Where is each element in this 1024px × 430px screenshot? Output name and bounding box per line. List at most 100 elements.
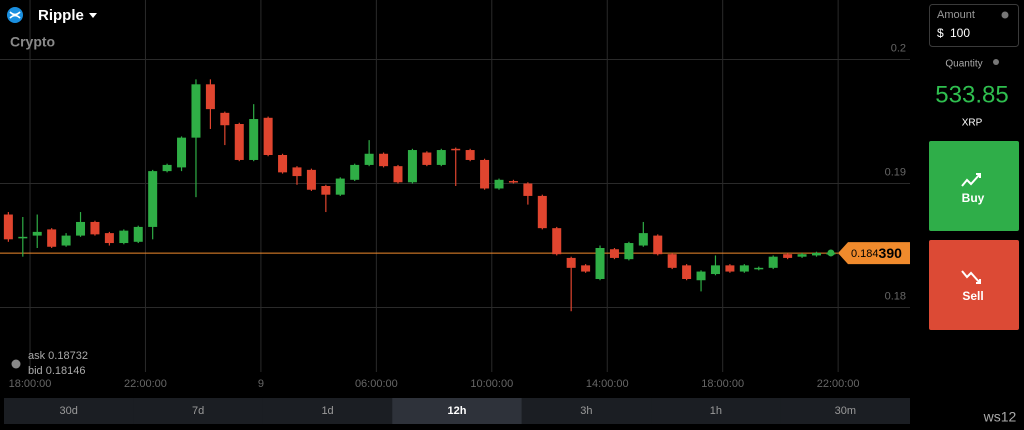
candle-body [638, 233, 648, 246]
candle-body [710, 265, 720, 275]
candle-body [191, 84, 201, 138]
timeframe-button[interactable] [521, 398, 652, 424]
candle-body [119, 230, 129, 244]
x-tick-label: 10:00:00 [470, 378, 513, 390]
y-tick-label: 0.19 [885, 166, 906, 178]
candle-body [278, 155, 288, 173]
candle-body [379, 153, 389, 167]
x-tick-label: 22:00:00 [124, 378, 167, 390]
sell-icon [961, 270, 981, 284]
candle-body [508, 181, 518, 183]
candle-body [393, 166, 403, 183]
candle-body [162, 164, 172, 172]
candle-body [133, 226, 143, 242]
quantity-unit: XRP [962, 118, 983, 129]
quantity-label: Quantity [945, 59, 982, 70]
candle-body [3, 214, 13, 240]
candle-body [595, 248, 605, 279]
candle-body [177, 137, 187, 168]
buy-label: Buy [962, 191, 985, 205]
candle-body [18, 236, 28, 239]
timeframe-button[interactable] [780, 398, 910, 424]
candle-body [523, 183, 533, 196]
candle-body [61, 235, 71, 246]
timeframe-button[interactable] [392, 398, 522, 424]
timeframe-label[interactable]: 7d [192, 405, 204, 417]
sell-label: Sell [962, 289, 983, 303]
quantity-value: 533.85 [935, 81, 1008, 108]
timeframe-button[interactable] [262, 398, 393, 424]
candle-body [739, 265, 749, 272]
x-tick-label: 18:00:00 [9, 378, 52, 390]
footer-tag: ws12 [983, 409, 1017, 425]
timeframe-label[interactable]: 1h [710, 405, 722, 417]
candle-body [667, 254, 677, 268]
candle-body [480, 159, 490, 189]
candle-body [234, 124, 244, 160]
timeframe-button[interactable] [4, 398, 134, 424]
amount-box[interactable] [929, 4, 1019, 47]
asset-dropdown[interactable] [89, 13, 97, 18]
candle-body [436, 150, 446, 165]
candle-body [624, 243, 634, 260]
candle-body [335, 178, 345, 195]
timeframe-label[interactable]: 1d [321, 405, 333, 417]
candle-body [566, 257, 576, 268]
y-tick-label: 0.18 [885, 290, 906, 302]
candle-body [148, 171, 158, 227]
amount-value[interactable]: 100 [950, 26, 970, 40]
timeframe-label[interactable]: 30m [835, 405, 856, 417]
help-icon[interactable] [1001, 11, 1009, 19]
buy-icon [961, 173, 981, 187]
asset-category: Crypto [10, 34, 55, 50]
candle-body [797, 254, 807, 257]
ripple-logo-mark [9, 11, 21, 19]
candle-body [306, 169, 316, 190]
info-icon[interactable] [11, 359, 21, 369]
candle-body [811, 252, 821, 256]
y-tick-label: 0.2 [891, 42, 906, 54]
price-tag [838, 242, 910, 265]
sell-button[interactable] [929, 240, 1019, 330]
candle-body [754, 267, 764, 270]
candle-body [263, 117, 273, 155]
candle-body [682, 265, 692, 279]
candle-body [768, 256, 778, 268]
candle-body [537, 195, 547, 229]
candle-body [609, 249, 619, 258]
candle-body [451, 148, 461, 151]
candle-body [47, 229, 57, 247]
ask-quote: ask 0.18732 [28, 350, 88, 362]
timeframe-button[interactable] [651, 398, 781, 424]
candle-body [32, 231, 42, 236]
chart: 0.18 0.19 0.2 18:00:00 22:00:00 9 06:00:00 10:0… [0, 0, 910, 390]
candle-body [422, 152, 432, 165]
timeframe-label[interactable]: 12h [448, 405, 467, 417]
last-price-dot [827, 249, 835, 257]
candle-body [249, 119, 259, 160]
bid-quote: bid 0.18146 [28, 365, 86, 377]
help-icon[interactable] [993, 59, 999, 65]
candle-body [696, 271, 706, 281]
candle-body [725, 265, 735, 272]
candle-body [90, 221, 100, 235]
candle-body [494, 179, 504, 189]
buy-button[interactable] [929, 141, 1019, 231]
asset-name[interactable]: Ripple [38, 7, 84, 24]
candle-body [292, 167, 302, 177]
x-tick-label: 22:00:00 [817, 378, 860, 390]
timeframe-bar: 30d 7d 1d 12h 3h 1h 30m [4, 398, 910, 424]
timeframe-label[interactable]: 30d [60, 405, 78, 417]
currency: $ [937, 26, 944, 40]
candle-body [350, 164, 360, 180]
x-tick-label: 18:00:00 [701, 378, 744, 390]
candle-body [581, 265, 591, 272]
candle-body [104, 233, 114, 244]
timeframe-button[interactable] [133, 398, 263, 424]
candle-body [220, 112, 230, 126]
timeframe-label[interactable]: 3h [580, 405, 592, 417]
candle-body [205, 84, 215, 110]
